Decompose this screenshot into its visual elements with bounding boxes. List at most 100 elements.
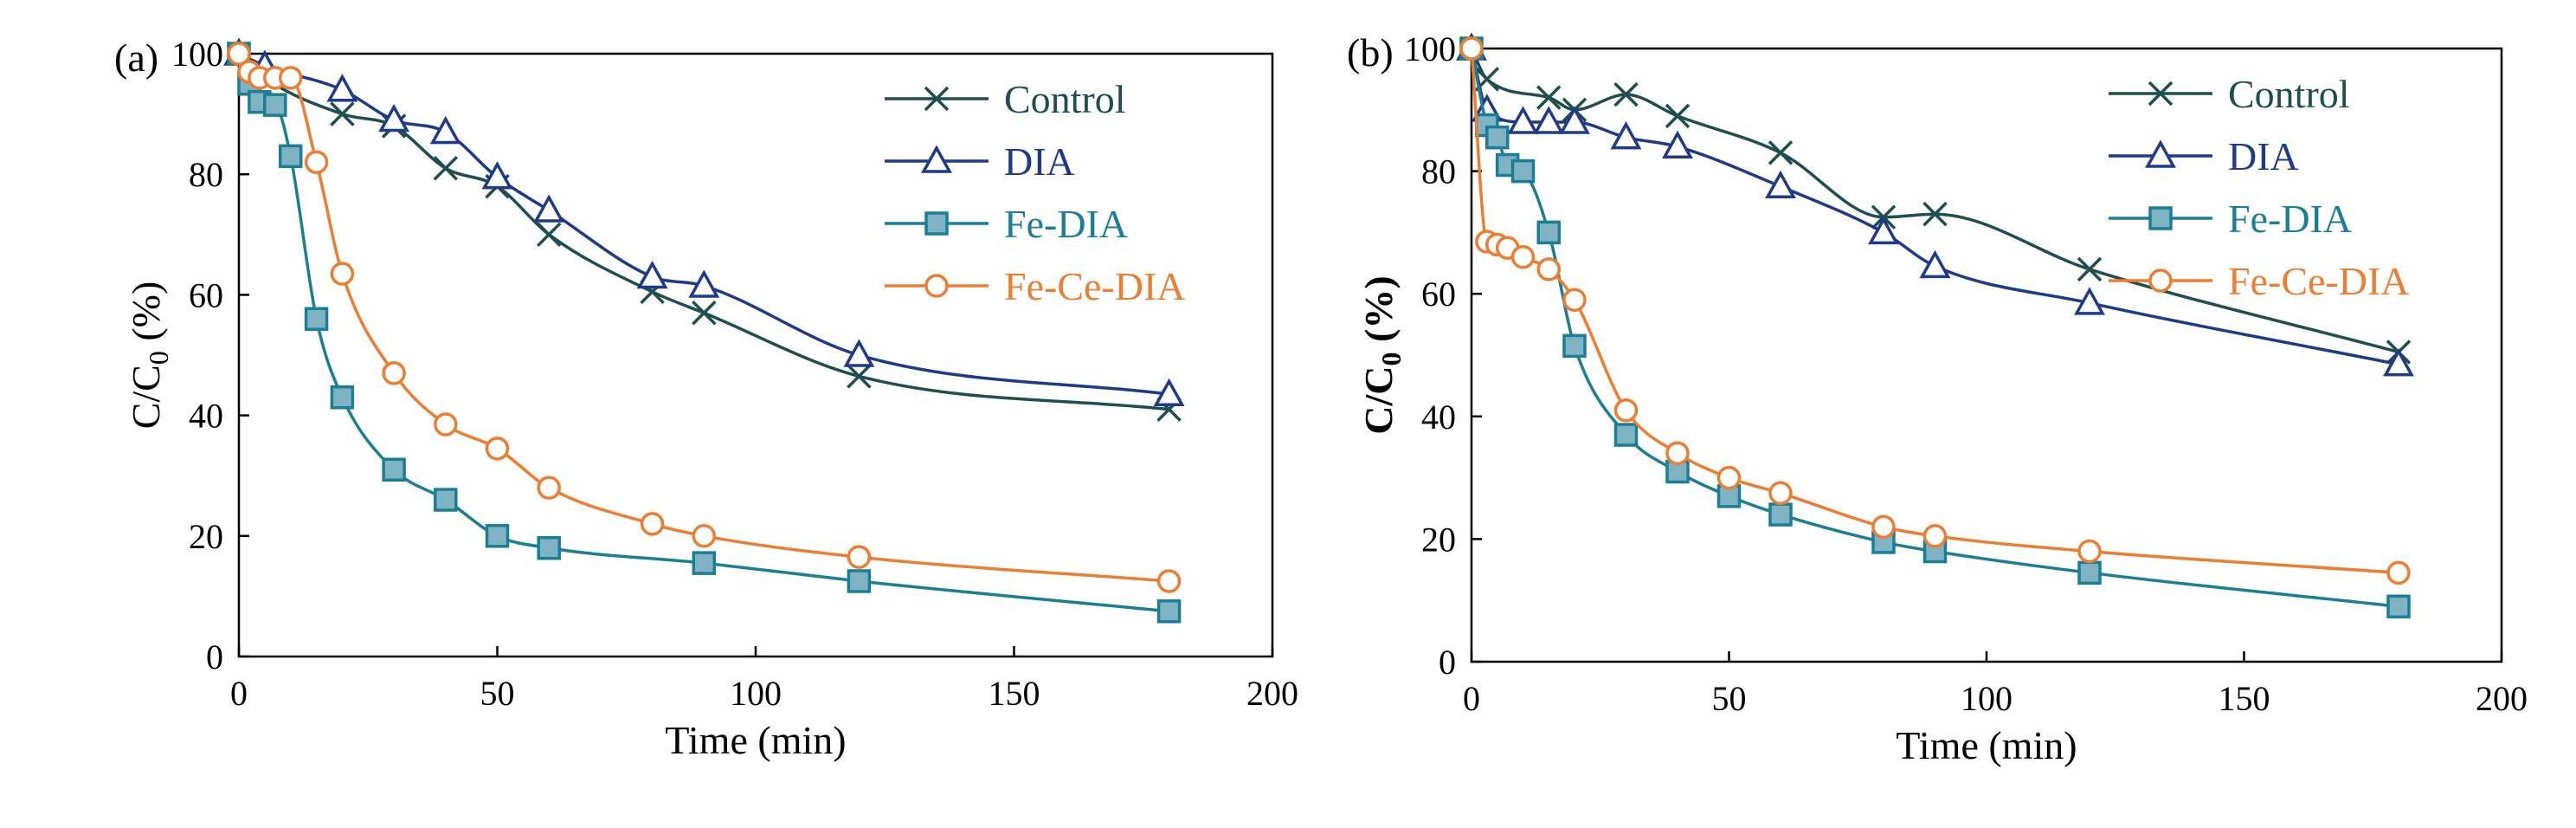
legend: Control DIA Fe-DIA Fe-Ce-DIA <box>2109 72 2410 303</box>
data-point-dia <box>1610 121 1642 150</box>
data-point-fe_ce_dia <box>434 412 458 437</box>
legend-label-dia: DIA <box>1004 139 1075 184</box>
data-point-fe_ce_dia <box>537 475 561 500</box>
series-fe_ce_dia <box>1459 36 2411 585</box>
data-point-control <box>1665 103 1690 129</box>
data-point-fe_ce_dia <box>330 262 355 286</box>
data-point-fe_dia <box>1768 502 1793 527</box>
legend-label-dia: DIA <box>2228 134 2299 178</box>
data-point-fe_ce_dia <box>1459 36 1484 61</box>
data-point-dia <box>1662 130 1693 159</box>
y-tick-label: 60 <box>189 275 223 314</box>
data-point-fe_ce_dia <box>1665 441 1690 466</box>
data-point-dia <box>533 194 565 223</box>
data-point-fe_dia <box>847 569 872 593</box>
data-point-fe_ce_dia <box>1716 465 1742 490</box>
y-tick-label: 20 <box>189 517 223 556</box>
x-tick-label: 150 <box>2219 679 2270 718</box>
data-point-dia <box>481 161 513 190</box>
legend-marker-fe_ce_dia <box>2148 268 2173 293</box>
data-point-control <box>847 364 872 389</box>
data-point-dia <box>326 74 358 102</box>
panel-label: (b) <box>1347 30 1394 74</box>
legend-marker-dia <box>2145 139 2176 168</box>
data-point-dia <box>1868 216 1899 245</box>
x-tick-label: 200 <box>1246 674 1298 713</box>
x-tick-label: 50 <box>1712 679 1747 718</box>
panel-b-chart: 0 20 40 60 80 100 0 50 100 150 200 Time (min) C/C0 (… <box>1347 29 2528 767</box>
x-axis-title: Time (min) <box>1896 723 2077 767</box>
y-tick-label: 40 <box>1421 398 1456 437</box>
data-point-control <box>692 301 717 326</box>
data-point-fe_ce_dia <box>382 361 406 385</box>
legend-label-fe_ce_dia: Fe-Ce-DIA <box>2228 259 2410 303</box>
data-point-fe_dia <box>1485 125 1510 150</box>
data-point-dia <box>1153 378 1185 406</box>
data-point-fe_ce_dia <box>692 524 717 548</box>
data-point-fe_dia <box>434 488 458 512</box>
series-line-fe_ce_dia <box>1470 48 2399 575</box>
data-point-fe_dia <box>278 144 303 169</box>
data-point-fe_ce_dia <box>2386 560 2411 585</box>
x-tick-label: 200 <box>2476 679 2528 718</box>
data-point-fe_ce_dia <box>1768 481 1793 506</box>
data-point-control <box>1922 201 1948 227</box>
x-tick-label: 0 <box>230 674 248 713</box>
data-point-fe_ce_dia <box>1536 257 1561 281</box>
legend-marker-fe_ce_dia <box>924 274 949 298</box>
data-point-fe_dia <box>1510 158 1536 184</box>
y-tick-label: 80 <box>1421 152 1456 191</box>
y-tick-label: 0 <box>206 637 223 676</box>
data-point-dia <box>378 103 410 133</box>
data-point-fe_dia <box>330 385 355 410</box>
x-tick-label: 150 <box>989 674 1040 713</box>
data-point-dia <box>636 260 668 289</box>
data-point-fe_dia <box>2077 560 2102 585</box>
data-point-dia <box>843 339 875 367</box>
data-point-fe_dia <box>1562 333 1587 359</box>
data-point-fe_ce_dia <box>1562 288 1587 313</box>
data-point-control <box>1536 85 1562 110</box>
data-point-fe_ce_dia <box>1922 524 1948 548</box>
legend-marker-control <box>924 86 950 112</box>
data-point-fe_dia <box>304 307 329 331</box>
data-point-control <box>536 222 562 248</box>
data-point-control <box>433 156 459 181</box>
series-fe_ce_dia <box>227 42 1182 593</box>
data-point-fe_ce_dia <box>485 437 510 461</box>
x-tick-label: 0 <box>1463 679 1480 718</box>
data-point-fe_dia <box>382 457 406 482</box>
panel-a-chart: 0 20 40 60 80 100 0 50 100 150 200 Time (min) C/C0 (… <box>114 35 1298 762</box>
series-line-fe_ce_dia <box>237 53 1169 583</box>
legend-label-fe_dia: Fe-DIA <box>1004 202 1128 246</box>
data-point-fe_ce_dia <box>1871 514 1896 539</box>
data-point-control <box>2077 256 2103 282</box>
y-tick-label: 80 <box>189 155 223 194</box>
legend-label-control: Control <box>2228 72 2350 116</box>
legend-marker-fe_dia <box>2148 206 2173 230</box>
legend-label-fe_dia: Fe-DIA <box>2228 197 2352 241</box>
data-point-fe_dia <box>1613 423 1639 447</box>
y-axis-title: C/C0 (%) <box>1356 275 1407 434</box>
x-axis-title: Time (min) <box>665 718 846 762</box>
data-point-fe_ce_dia <box>2077 539 2102 564</box>
plot-frame <box>237 52 1274 658</box>
legend-label-fe_ce_dia: Fe-Ce-DIA <box>1004 264 1186 308</box>
data-point-fe_dia <box>263 93 287 117</box>
data-point-fe_ce_dia <box>847 545 872 569</box>
data-point-dia <box>1919 249 1951 279</box>
data-point-fe_dia <box>2386 594 2411 619</box>
legend-marker-fe_dia <box>924 211 949 236</box>
y-tick-label: 0 <box>1439 643 1456 682</box>
data-point-fe_ce_dia <box>1613 398 1639 423</box>
data-point-fe_dia <box>692 551 717 575</box>
data-point-dia <box>2383 348 2414 377</box>
data-point-fe_dia <box>485 524 510 548</box>
y-tick-label: 100 <box>171 35 223 74</box>
x-tick-label: 100 <box>1961 679 2012 718</box>
data-point-fe_dia <box>537 535 561 560</box>
data-point-fe_dia <box>1536 220 1561 245</box>
y-tick-label: 20 <box>1421 520 1456 559</box>
y-tick-label: 100 <box>1404 29 1456 68</box>
data-point-fe_ce_dia <box>304 150 329 175</box>
